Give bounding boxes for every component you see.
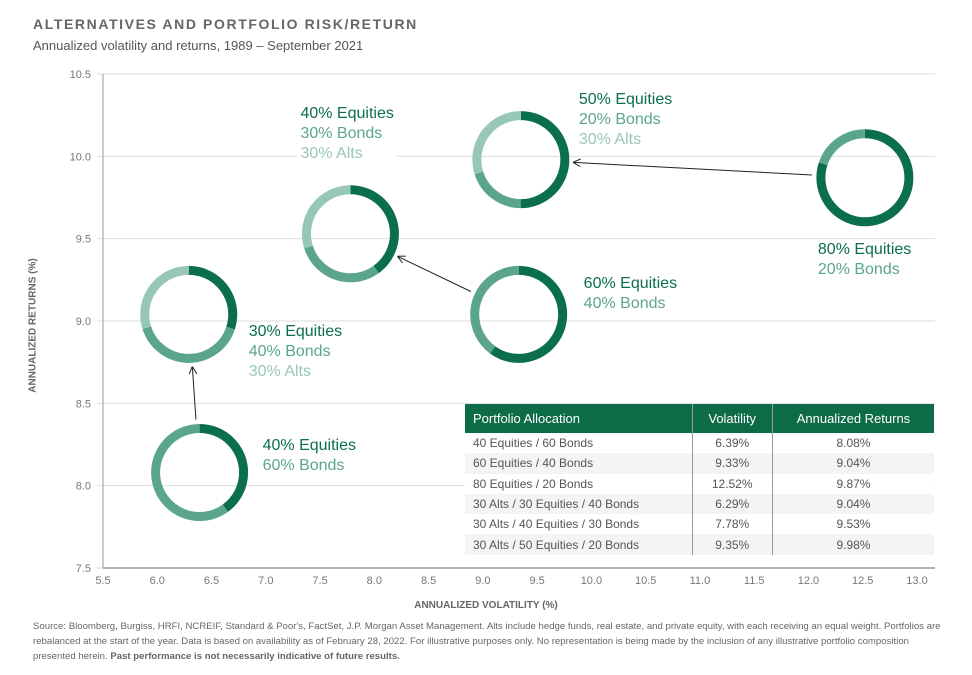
y-tick-label: 10.0 (70, 151, 91, 163)
table-cell: 9.04% (771, 493, 934, 515)
x-tick-label: 8.0 (367, 575, 382, 587)
x-tick-label: 8.5 (421, 575, 436, 587)
x-tick-label: 7.0 (258, 575, 273, 587)
table-cell: 6.39% (691, 433, 773, 454)
point-label: 30% Equities 40% Bonds 30% Alts (245, 322, 346, 383)
table-cell: 9.33% (691, 453, 773, 474)
y-tick-label: 9.0 (76, 316, 91, 328)
table-cell: 30 Alts / 30 Equities / 40 Bonds (465, 493, 692, 515)
table-row: 60 Equities / 40 Bonds 9.33% 9.04% (465, 453, 934, 474)
table-row: 30 Alts / 30 Equities / 40 Bonds 6.29% 9.0… (465, 493, 934, 515)
table-cell: 30 Alts / 50 Equities / 20 Bonds (465, 534, 692, 555)
point-label-line: 40% Bonds (248, 343, 331, 361)
point-label-line: 30% Alts (300, 144, 363, 162)
point-label-line: 30% Bonds (300, 124, 383, 142)
header-volatility: Volatility (691, 404, 773, 433)
donut-segment-bonds (301, 185, 399, 283)
x-tick-label: 11.5 (744, 575, 765, 587)
x-tick-label: 5.5 (95, 575, 110, 587)
source-text: Source: Bloomberg, Burgiss, HRFI, NCREIF… (33, 621, 941, 662)
point-label-line: 50% Equities (578, 90, 673, 108)
x-tick-label: 12.0 (798, 575, 819, 587)
arrow (398, 257, 472, 292)
table-row: 30 Alts / 40 Equities / 30 Bonds 7.78% 9.5… (465, 514, 934, 535)
point-label: 40% Equities 30% Bonds 30% Alts (297, 103, 397, 164)
x-tick-label: 11.0 (690, 575, 711, 587)
point-label: 50% Equities 20% Bonds 30% Alts (575, 89, 676, 150)
donut-segment-bonds (151, 423, 249, 521)
point-label-line: 30% Alts (248, 363, 311, 381)
chart-subtitle: Annualized volatility and returns, 1989 … (33, 38, 364, 53)
y-tick-label: 7.5 (76, 563, 91, 575)
point-label-line: 60% Bonds (262, 457, 345, 475)
y-axis-label: ANNUALIZED RETURNS (%) (27, 258, 39, 393)
x-tick-label: 10.0 (581, 575, 602, 587)
data-table: Portfolio Allocation Volatility Annualiz… (465, 404, 934, 555)
x-tick-label: 12.5 (852, 575, 873, 587)
point-label-line: 40% Equities (262, 437, 356, 455)
table-cell: 8.08% (771, 433, 934, 454)
table-row: 40 Equities / 60 Bonds 6.39% 8.08% (465, 433, 934, 454)
y-tick-label: 8.5 (76, 398, 91, 410)
point-label-line: 30% Equities (248, 323, 343, 341)
chart-title: ALTERNATIVES AND PORTFOLIO RISK/RETURN (33, 16, 418, 32)
table-cell: 7.78% (691, 514, 773, 535)
y-tick-label: 9.5 (76, 234, 91, 246)
table-cell: 9.53% (771, 514, 934, 535)
table-cell: 12.52% (691, 473, 773, 494)
x-tick-label: 9.0 (475, 575, 490, 587)
point-label-line: 60% Equities (583, 275, 678, 293)
table-cell: 6.29% (691, 493, 773, 515)
table-cell: 60 Equities / 40 Bonds (465, 453, 692, 474)
x-tick-label: 7.5 (312, 575, 327, 587)
point-label-line: 20% Bonds (578, 110, 661, 128)
table-cell: 9.87% (771, 473, 934, 494)
table-row: 80 Equities / 20 Bonds 12.52% 9.87% (465, 473, 934, 494)
point-label-line: 20% Bonds (817, 260, 900, 278)
x-tick-label: 6.0 (150, 575, 165, 587)
donut-segment-alts (301, 185, 399, 283)
table-cell: 9.04% (771, 453, 934, 474)
table-cell: 40 Equities / 60 Bonds (473, 436, 594, 451)
point-label: 40% Equities 60% Bonds (259, 436, 359, 477)
header-allocation: Portfolio Allocation (465, 404, 692, 433)
table-cell: 30 Alts / 40 Equities / 30 Bonds (473, 517, 640, 532)
point-label-line: 40% Bonds (583, 295, 666, 313)
arrow (574, 162, 813, 176)
header-returns: Annualized Returns (771, 404, 934, 433)
donut-segment-alts (472, 111, 570, 209)
table-cell: 80 Equities / 20 Bonds (473, 476, 594, 491)
x-tick-label: 9.5 (529, 575, 544, 587)
table-row: 30 Alts / 50 Equities / 20 Bonds 9.35% 9.9… (465, 534, 934, 555)
point-label-line: 30% Alts (578, 130, 642, 148)
x-tick-label: 6.5 (204, 575, 219, 587)
donut-segment-bonds (816, 129, 914, 227)
x-axis-label: ANNUALIZED VOLATILITY (%) (414, 600, 558, 611)
table-cell: 9.35% (691, 534, 773, 555)
x-tick-label: 13.0 (906, 575, 927, 587)
x-tick-label: 10.5 (635, 575, 656, 587)
donut-segment-bonds (140, 265, 238, 363)
y-tick-label: 10.5 (70, 69, 91, 81)
disclaimer-text: Past performance is not necessarily indi… (110, 651, 400, 662)
arrow (192, 367, 196, 420)
point-label: 60% Equities 40% Bonds (580, 274, 681, 315)
donut-segment-alts (140, 265, 238, 363)
table-cell: 9.98% (771, 534, 934, 555)
source-note: Source: Bloomberg, Burgiss, HRFI, NCREIF… (33, 619, 943, 664)
point-label: 80% Equities 20% Bonds (814, 239, 915, 280)
donut-segment-bonds (470, 265, 568, 363)
point-label-line: 80% Equities (817, 240, 912, 258)
table-header-row: Portfolio Allocation Volatility Annualiz… (465, 404, 934, 433)
donut-segment-equities (301, 185, 399, 283)
point-label-line: 40% Equities (300, 104, 394, 122)
y-tick-label: 8.0 (76, 481, 91, 493)
